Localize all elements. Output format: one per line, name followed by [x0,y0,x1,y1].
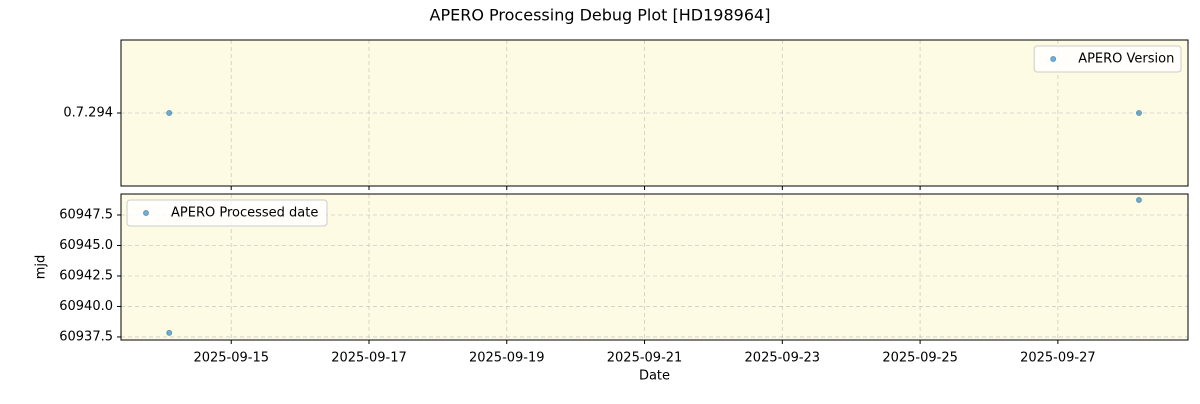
x-axis-label: Date [639,369,670,384]
x-tick-label: 2025-09-19 [469,351,545,366]
legend-marker [143,210,149,216]
legend-label: APERO Version [1078,52,1174,67]
legend-marker [1050,56,1057,62]
axes-frame [120,193,1189,341]
data-point [166,110,173,116]
y-tick-label: 60942.5 [59,268,113,283]
x-tick-label: 2025-09-21 [607,351,683,366]
y-tick-label: 0.7.294 [63,106,113,121]
y-tick-label: 60947.5 [59,207,113,222]
y-axis-label: mjd [34,255,49,280]
data-point [166,329,173,336]
x-tick-label: 2025-09-25 [882,351,958,366]
legend-label: APERO Processed date [171,206,318,221]
x-tick-label: 2025-09-23 [745,351,821,366]
figure-title: APERO Processing Debug Plot [HD198964] [430,6,771,25]
y-tick-label: 60937.5 [59,329,113,344]
axes-frame [120,39,1189,187]
x-tick-label: 2025-09-15 [193,351,269,366]
x-tick-label: 2025-09-27 [1020,351,1096,366]
legend-box [126,199,328,227]
legend-box [1033,45,1182,73]
y-tick-label: 60940.0 [59,299,113,314]
data-point [1135,196,1142,203]
data-point [1135,110,1142,116]
x-tick-label: 2025-09-17 [331,351,407,366]
y-tick-label: 60945.0 [59,238,113,253]
